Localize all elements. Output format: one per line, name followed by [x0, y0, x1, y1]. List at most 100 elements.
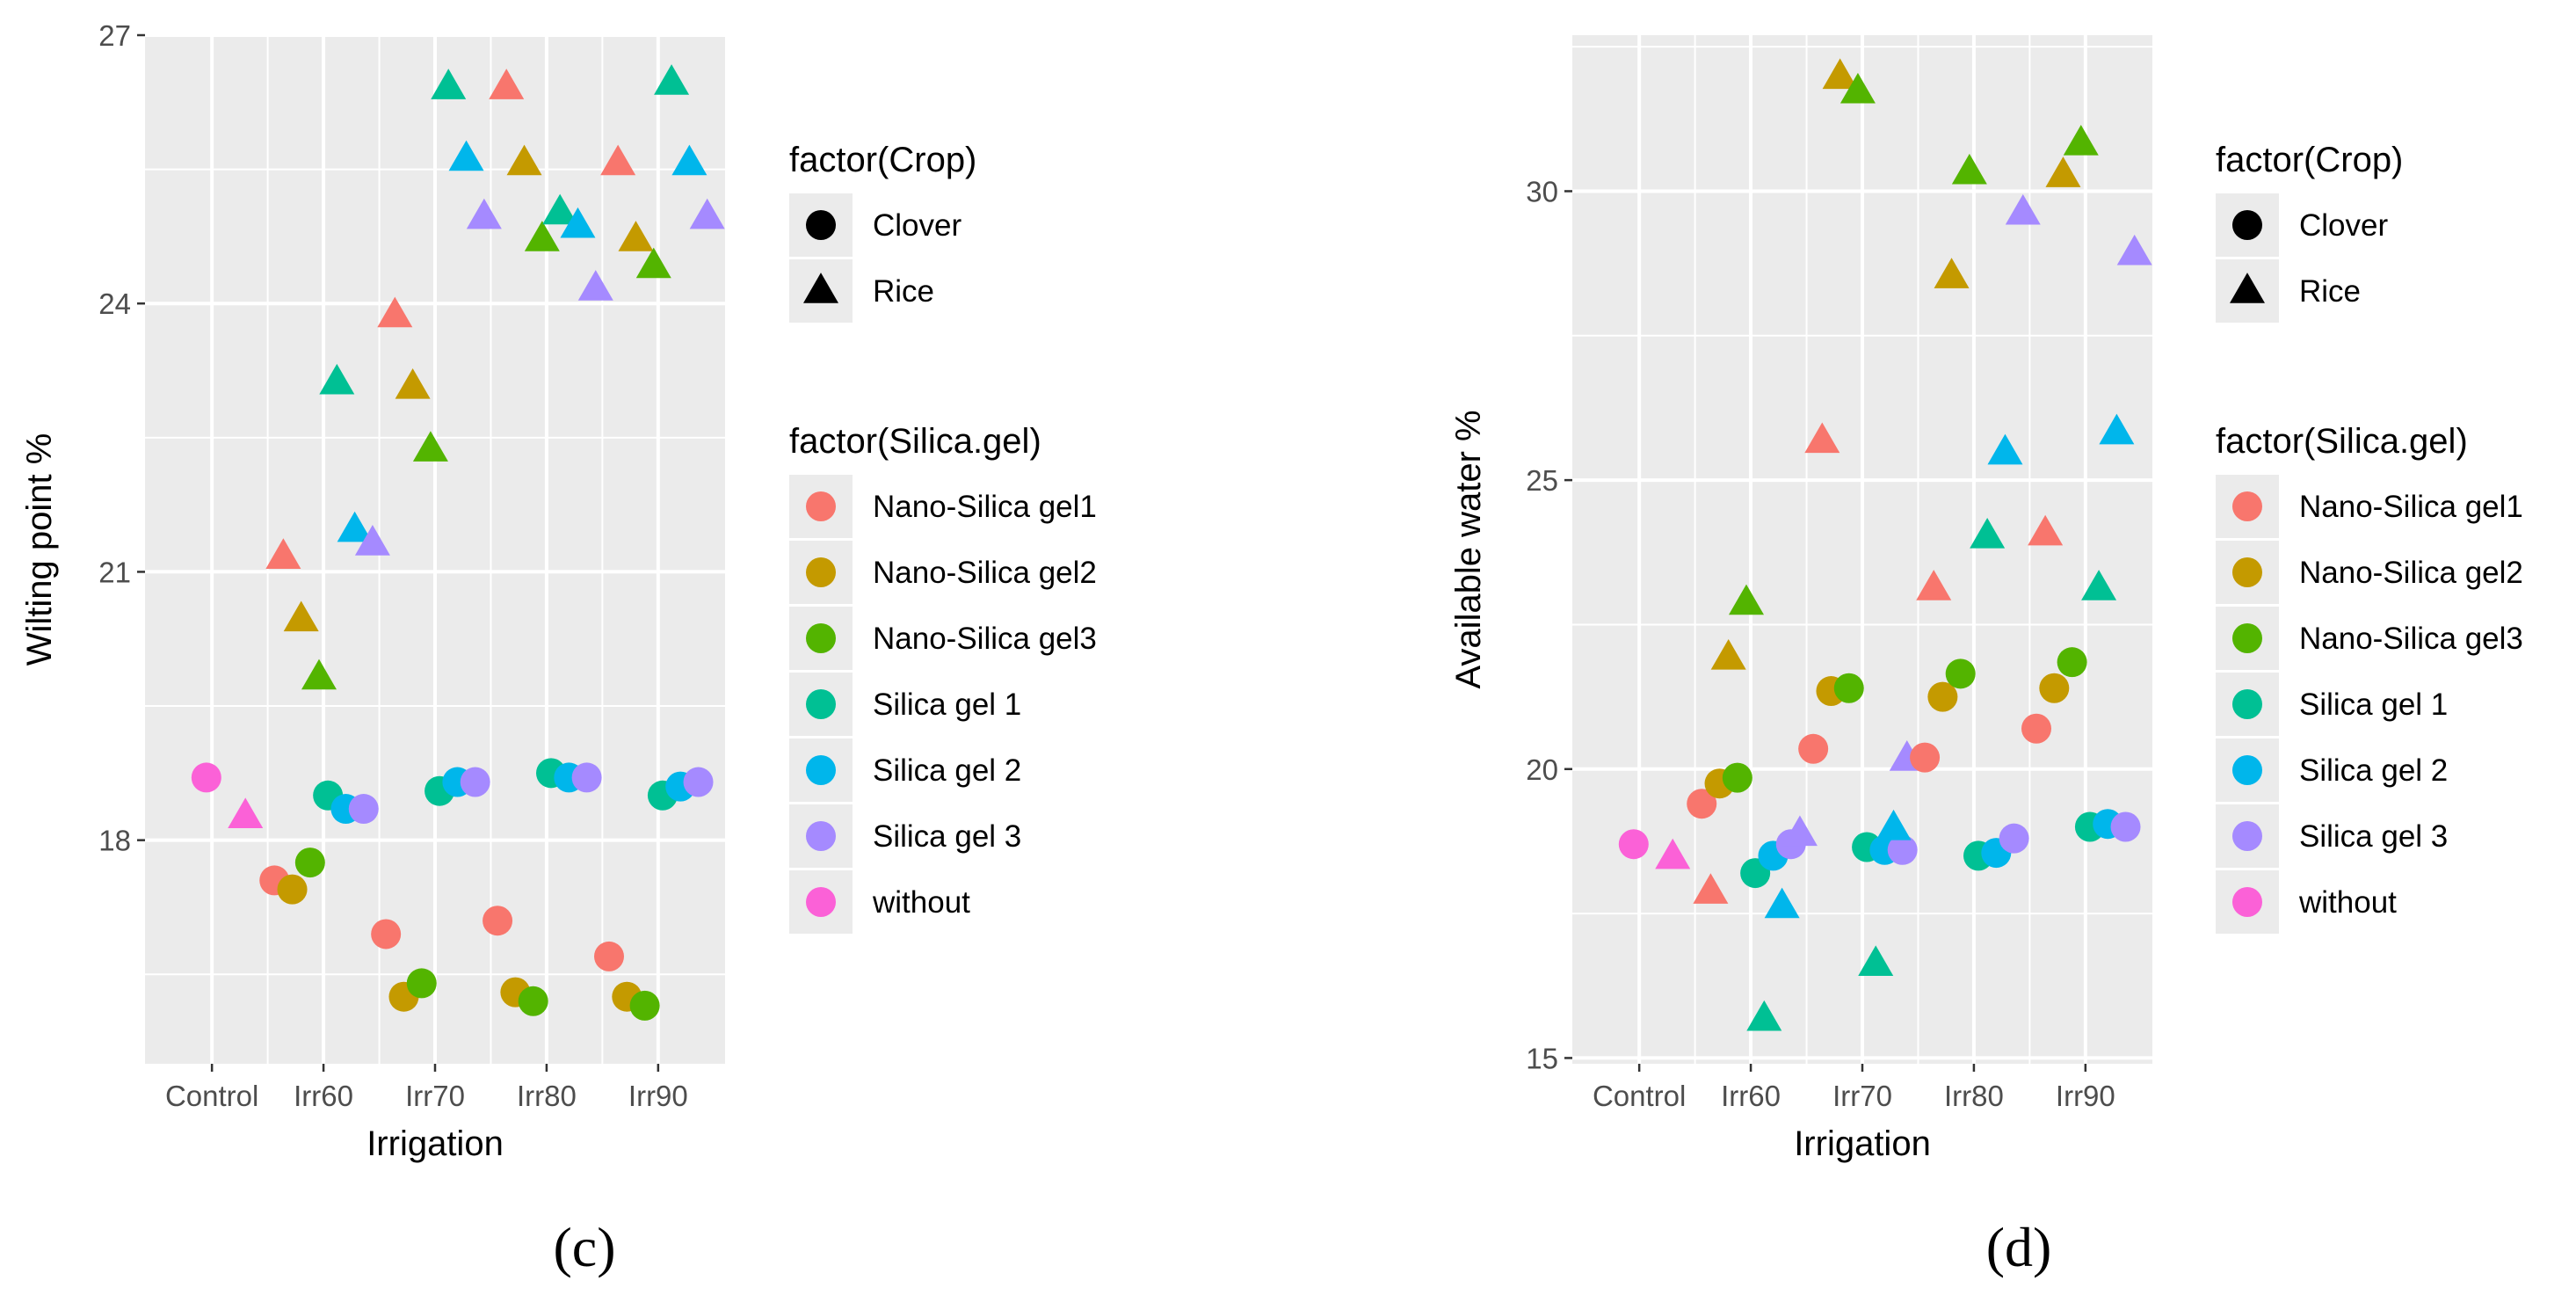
- data-point-clover: [371, 919, 402, 949]
- data-point-rice: [448, 140, 484, 171]
- y-tick-label: 21: [98, 556, 131, 588]
- data-point-rice: [1934, 258, 1970, 288]
- legend-silica-title: factor(Silica.gel): [2216, 422, 2468, 461]
- data-point-rice: [337, 511, 373, 542]
- data-point-rice: [1764, 887, 1800, 919]
- data-point-rice: [671, 144, 707, 176]
- data-point-rice: [577, 270, 613, 301]
- legend-silica-label: Nano-Silica gel2: [2299, 556, 2523, 590]
- data-point-rice: [1746, 1000, 1782, 1031]
- legend-key-color: [806, 623, 836, 653]
- data-point-rice: [2045, 156, 2081, 187]
- x-tick-label: Control: [165, 1080, 258, 1112]
- data-point-clover: [406, 968, 437, 999]
- data-point-rice: [395, 368, 431, 399]
- x-tick-label: Irr70: [1832, 1080, 1892, 1112]
- data-point-clover: [1722, 762, 1752, 793]
- legend-key-circle: [806, 210, 836, 240]
- x-axis-title: Irrigation: [366, 1124, 504, 1163]
- data-point-rice: [1970, 517, 2006, 549]
- data-point-clover: [1833, 673, 1864, 703]
- legend-silica-label: Nano-Silica gel2: [873, 556, 1097, 590]
- data-point-rice: [228, 797, 264, 828]
- legend-silica-label: Silica gel 3: [873, 819, 1021, 854]
- x-tick-label: Irr80: [517, 1080, 577, 1112]
- data-point-rice: [1804, 422, 1840, 454]
- data-point-rice: [265, 538, 301, 569]
- legend-key-color: [2232, 689, 2262, 719]
- data-point-clover: [1945, 658, 1976, 689]
- data-point-rice: [654, 64, 690, 95]
- data-point-rice: [2116, 234, 2152, 266]
- data-point-rice: [524, 221, 560, 251]
- data-point-rice: [2099, 413, 2135, 445]
- legend-crop-label: Clover: [873, 208, 961, 243]
- legend-key-color: [2232, 557, 2262, 587]
- x-axis-title: Irrigation: [1794, 1124, 1931, 1163]
- legend-crop-label: Rice: [873, 274, 934, 309]
- data-point-clover: [683, 767, 714, 797]
- legend-silica-label: Silica gel 3: [2299, 819, 2448, 854]
- panel-label: (c): [553, 1216, 615, 1278]
- legend-key-color: [806, 689, 836, 719]
- legend-silica-label: Nano-Silica gel3: [2299, 622, 2523, 656]
- x-tick-label: Irr90: [2056, 1080, 2115, 1112]
- data-point-rice: [689, 198, 725, 229]
- legend-d: factor(Crop) Clover Rice factor(Silica.gel)…: [2216, 141, 2523, 934]
- data-point-rice: [1693, 873, 1729, 904]
- x-tick-label: Irr80: [1944, 1080, 2004, 1112]
- data-point-clover: [2039, 673, 2070, 703]
- x-tick-label: Irr60: [1721, 1080, 1781, 1112]
- legend-key-color: [2232, 887, 2262, 917]
- y-tick-label: 25: [1526, 464, 1558, 497]
- y-axis-title: Wilting point %: [20, 433, 59, 666]
- y-tick-label: 15: [1526, 1042, 1558, 1074]
- data-point-rice: [431, 69, 467, 99]
- legend-key-color: [806, 557, 836, 587]
- legend-key-color: [2232, 491, 2262, 521]
- legend-key-circle: [2232, 210, 2262, 240]
- legend-key-triangle: [2230, 273, 2265, 303]
- data-point-rice: [1951, 153, 1987, 185]
- data-point-rice: [1729, 584, 1764, 615]
- data-point-clover: [1910, 742, 1941, 773]
- data-point-clover: [594, 941, 624, 971]
- legend-key-color: [806, 491, 836, 521]
- data-point-rice: [283, 600, 319, 632]
- chart-panel-d: 15 20 25 30 Control Irr60 Irr70 Irr80 Irr90 Irrig…: [1449, 35, 2523, 1278]
- data-point-rice: [1781, 815, 1818, 847]
- data-point-rice: [2028, 514, 2064, 546]
- data-point-rice: [489, 69, 525, 99]
- data-point-clover: [1999, 823, 2029, 854]
- data-point-clover: [1687, 789, 1717, 819]
- y-axis-title: Available water %: [1449, 410, 1488, 688]
- legend-silica-label: Silica gel 1: [2299, 688, 2448, 722]
- x-tick-label: Irr90: [628, 1080, 688, 1112]
- legend-crop-title: factor(Crop): [2216, 141, 2403, 179]
- legend-key-color: [2232, 755, 2262, 785]
- data-point-clover: [294, 848, 325, 878]
- data-point-rice: [1876, 809, 1912, 840]
- y-tick-label: 24: [98, 287, 131, 320]
- data-point-rice: [1839, 72, 1876, 104]
- panel-label: (d): [1986, 1216, 2052, 1278]
- legend-c: factor(Crop) Clover Rice factor(Silica.gel)…: [789, 141, 1097, 934]
- data-point-rice: [1655, 838, 1691, 869]
- data-point-clover: [2021, 713, 2051, 744]
- data-point-rice: [319, 363, 355, 395]
- x-tick-label: Control: [1593, 1080, 1686, 1112]
- data-point-clover: [2057, 647, 2087, 678]
- data-point-clover: [277, 874, 308, 905]
- data-point-rice: [635, 247, 671, 279]
- legend-key-color: [806, 755, 836, 785]
- legend-silica-label: Silica gel 1: [873, 688, 1021, 722]
- legend-silica-label: Silica gel 2: [873, 753, 1021, 788]
- data-point-rice: [1858, 945, 1894, 977]
- legend-silica-label: Nano-Silica gel1: [873, 490, 1097, 524]
- data-point-rice: [2005, 193, 2041, 225]
- data-point-rice: [506, 144, 542, 176]
- data-point-clover: [1798, 733, 1829, 764]
- data-point-clover: [1887, 834, 1918, 865]
- legend-silica-label: Silica gel 2: [2299, 753, 2448, 788]
